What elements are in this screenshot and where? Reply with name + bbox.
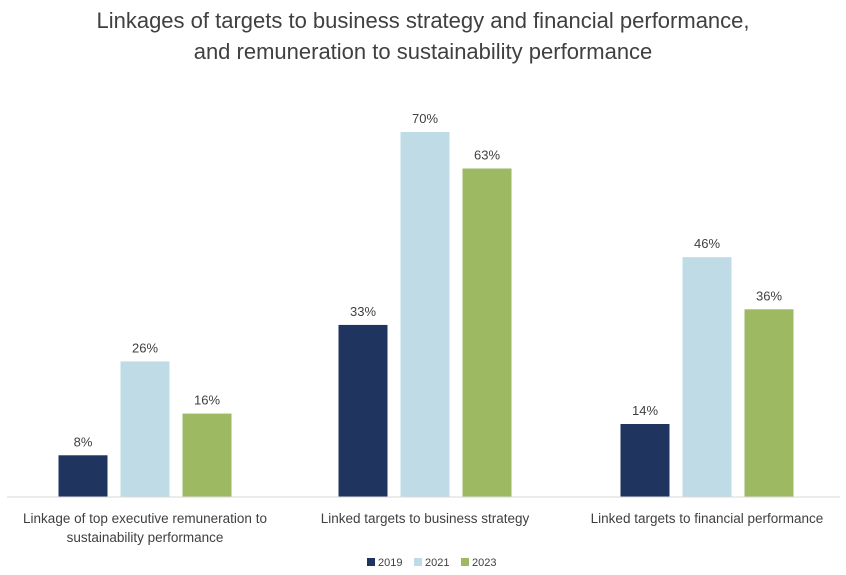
bar-2021-cat-1 bbox=[400, 132, 450, 497]
legend-swatch-2021 bbox=[414, 558, 422, 566]
bar-2019-cat-2 bbox=[620, 424, 670, 497]
data-label-2021-cat-0: 26% bbox=[132, 340, 158, 355]
category-label-0-line-1: sustainability performance bbox=[67, 530, 224, 545]
data-label-2023-cat-0: 16% bbox=[194, 393, 220, 408]
legend-swatch-2019 bbox=[367, 558, 375, 566]
legend-label-2021: 2021 bbox=[425, 557, 449, 569]
category-labels-layer: Linkage of top executive remuneration to… bbox=[23, 511, 823, 545]
legend-swatch-2023 bbox=[461, 558, 469, 566]
chart-title-line-2: and remuneration to sustainability perfo… bbox=[194, 39, 653, 64]
data-label-2019-cat-0: 8% bbox=[74, 434, 93, 449]
legend-label-2019: 2019 bbox=[378, 557, 402, 569]
data-label-2019-cat-2: 14% bbox=[632, 403, 658, 418]
chart-title-line-1: Linkages of targets to business strategy… bbox=[96, 8, 749, 33]
category-label-2-line-0: Linked targets to financial performance bbox=[591, 511, 824, 526]
data-label-2023-cat-1: 63% bbox=[474, 148, 500, 163]
bar-2023-cat-1 bbox=[462, 168, 512, 497]
data-label-2019-cat-1: 33% bbox=[350, 304, 376, 319]
bar-2021-cat-0 bbox=[120, 361, 170, 497]
data-label-2021-cat-2: 46% bbox=[694, 236, 720, 251]
category-label-0-line-0: Linkage of top executive remuneration to bbox=[23, 511, 267, 526]
category-label-1-line-0: Linked targets to business strategy bbox=[321, 511, 530, 526]
bar-2023-cat-2 bbox=[744, 309, 794, 497]
data-label-2021-cat-1: 70% bbox=[412, 111, 438, 126]
legend: 2019 2021 2023 bbox=[367, 557, 496, 569]
bar-2019-cat-0 bbox=[58, 455, 108, 497]
data-label-2023-cat-2: 36% bbox=[756, 288, 782, 303]
bars-layer bbox=[58, 132, 794, 497]
data-labels-layer: 8% 26% 16% 33% 70% 63% 14% 46% 36% bbox=[74, 111, 783, 449]
legend-label-2023: 2023 bbox=[472, 557, 496, 569]
bar-2021-cat-2 bbox=[682, 257, 732, 497]
bar-2019-cat-1 bbox=[338, 324, 388, 497]
bar-2023-cat-0 bbox=[182, 413, 232, 497]
